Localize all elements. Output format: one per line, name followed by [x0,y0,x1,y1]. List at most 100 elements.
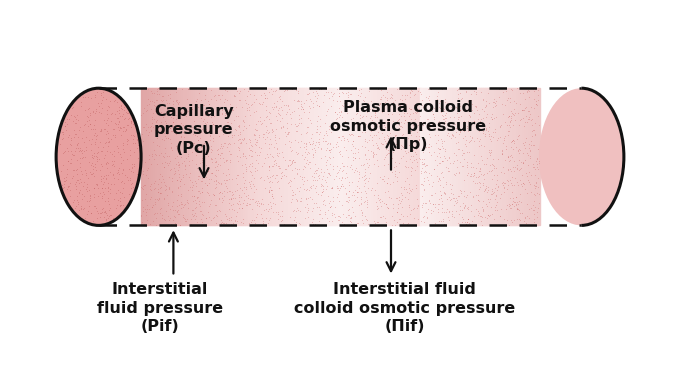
Bar [479,88,483,225]
Point [214,189,225,195]
Bar [286,88,290,225]
Point [397,92,408,98]
Point [258,116,269,123]
Point [245,168,256,174]
Point [352,132,363,139]
Point [347,189,358,195]
Point [530,179,541,185]
Point [452,197,462,203]
Point [216,219,227,225]
Bar [493,88,496,225]
Bar [407,88,411,225]
Bar [354,88,357,225]
Point [82,174,93,181]
Point [148,124,159,130]
Point [509,117,520,123]
Point [184,174,194,180]
Point [146,114,157,120]
Point [209,185,220,191]
Point [484,136,495,143]
Bar [515,88,518,225]
Point [107,110,118,116]
Point [467,193,478,200]
Point [501,217,512,223]
Point [313,103,324,109]
Point [313,139,324,145]
Point [277,115,288,121]
Point [289,216,300,223]
Point [256,222,267,228]
Point [408,92,419,98]
Point [214,189,225,195]
Point [141,120,152,127]
Point [277,107,288,114]
Point [432,201,443,207]
Point [109,133,120,140]
Point [158,97,169,103]
Point [526,205,537,211]
Point [252,201,263,208]
Point [526,189,537,195]
Point [182,200,192,206]
Point [309,149,320,155]
Point [443,214,454,220]
Point [367,151,378,158]
Point [430,156,441,163]
Point [92,181,103,187]
Point [404,111,415,117]
Point [285,157,296,163]
Point [103,138,114,145]
Point [471,103,481,109]
Point [347,209,358,215]
Point [245,137,256,143]
Point [462,192,473,198]
Point [56,167,67,174]
Point [89,131,100,137]
Point [328,198,339,204]
Point [80,167,91,173]
Point [471,174,481,180]
Point [326,184,337,191]
Point [310,168,321,174]
Bar [300,88,303,225]
Point [486,114,496,120]
Point [439,153,449,159]
Point [453,114,464,120]
Point [188,193,199,199]
Bar [527,88,530,225]
Point [354,202,364,209]
Point [279,87,290,93]
Point [256,201,267,207]
Bar [155,88,158,225]
Point [344,193,355,200]
Point [96,173,107,180]
Point [379,189,390,195]
Point [244,222,255,229]
Point [462,158,473,165]
Point [296,174,307,180]
Point [90,153,101,160]
Point [166,175,177,181]
Point [117,146,128,152]
Point [518,218,529,224]
Point [318,135,328,142]
Point [311,204,322,211]
Point [150,108,160,114]
Point [77,150,88,156]
Bar [469,88,473,225]
Point [131,145,142,151]
Point [494,94,505,101]
Point [210,184,221,190]
Point [189,118,200,125]
Point [82,114,93,120]
Point [228,140,239,147]
Point [337,183,348,189]
Point [531,155,542,162]
Point [116,170,127,176]
Point [333,169,343,175]
Point [177,174,188,180]
Point [337,160,347,166]
Point [436,158,447,164]
Point [286,147,297,153]
Point [409,214,420,221]
